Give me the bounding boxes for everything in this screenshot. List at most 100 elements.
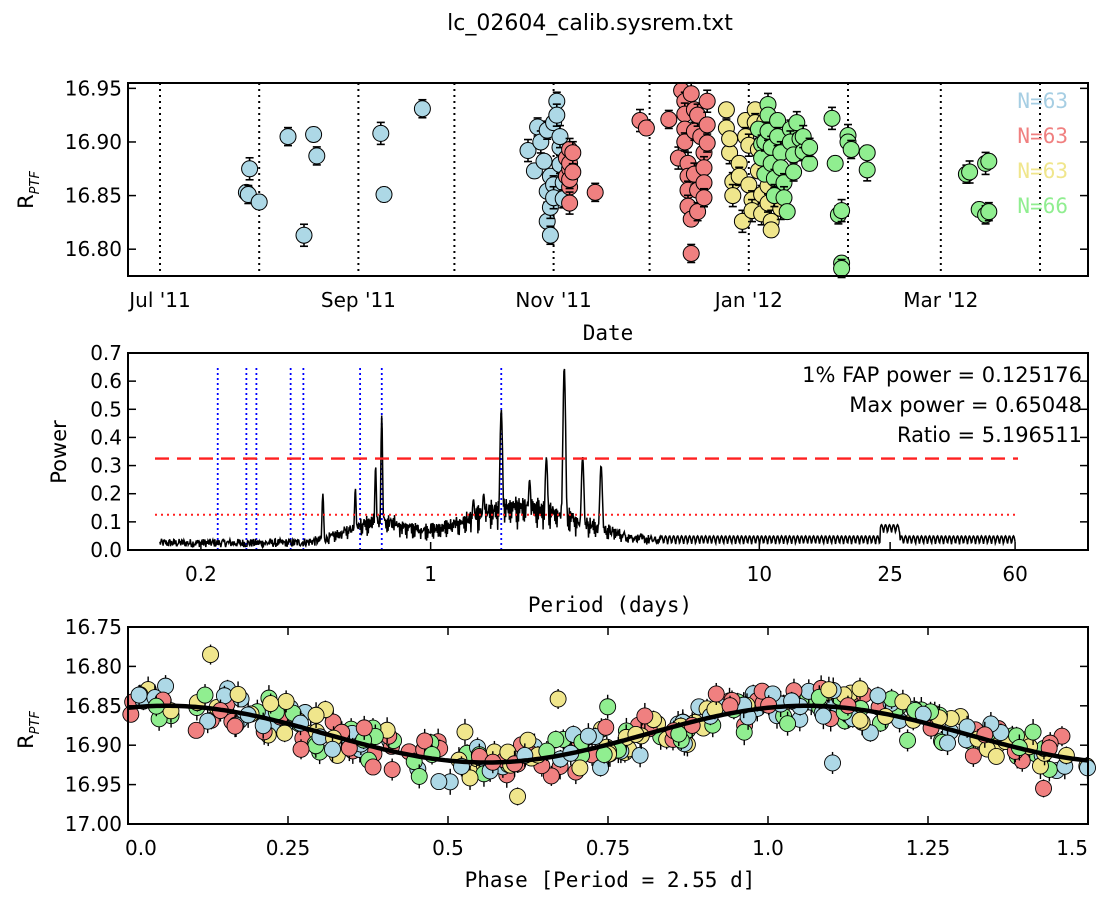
data-point (763, 222, 779, 238)
y-tick-label: 0.3 (90, 454, 122, 478)
data-point (306, 126, 322, 142)
data-point (373, 125, 389, 141)
data-point (870, 688, 886, 704)
data-point (230, 686, 246, 702)
data-point (308, 707, 324, 723)
y-axis-label-main: R (14, 194, 38, 209)
data-point (859, 162, 875, 178)
data-point (565, 164, 581, 180)
data-point (384, 762, 400, 778)
data-point (356, 720, 372, 736)
y-axis-label: RPTF (14, 711, 43, 749)
data-point (776, 190, 792, 206)
x-tick-label: 0.75 (586, 836, 631, 860)
y-tick-label: 16.90 (65, 130, 122, 154)
y-tick-label: 0.7 (90, 341, 122, 365)
data-point (981, 153, 997, 169)
x-tick-label: 0.25 (266, 836, 311, 860)
plot-frame (128, 83, 1088, 276)
data-point (834, 203, 850, 219)
x-tick-label: 0.2 (185, 562, 217, 586)
x-tick-label: 10 (747, 562, 772, 586)
x-tick-label: 1.5 (1056, 836, 1088, 860)
legend-entry: N=63 (1017, 124, 1068, 148)
data-point (188, 722, 204, 738)
data-point (203, 647, 219, 663)
data-point (587, 184, 603, 200)
x-tick-label: 1.25 (906, 836, 951, 860)
data-point (722, 131, 738, 147)
data-point (263, 696, 279, 712)
y-tick-label: 0.0 (90, 538, 122, 562)
data-point (1025, 724, 1041, 740)
data-point (580, 728, 596, 744)
data-point (852, 681, 868, 697)
data-point (988, 748, 1004, 764)
legend-entry: N=63 (1017, 159, 1068, 183)
data-point (565, 145, 581, 161)
data-point (365, 759, 381, 775)
phased-panel: 16.75 16.80 16.85 16.90 16.95 17.000.0 0.25 0.5… (14, 615, 1096, 892)
y-axis-label-sub: PTF (28, 171, 43, 195)
data-point (227, 718, 243, 734)
data-point (600, 699, 616, 715)
data-point (718, 102, 734, 118)
data-point (632, 747, 648, 763)
data-point (296, 227, 312, 243)
data-point (962, 164, 978, 180)
y-tick-label: 0.6 (90, 369, 122, 393)
data-point (277, 725, 293, 741)
data-point (696, 160, 712, 176)
data-point (802, 155, 818, 171)
data-point (802, 139, 818, 155)
data-point (280, 129, 296, 145)
data-point (251, 194, 267, 210)
y-tick-label: 16.95 (65, 76, 122, 100)
x-tick-label: Nov '11 (515, 288, 591, 312)
data-point (821, 682, 837, 698)
y-tick-label: 0.5 (90, 397, 122, 421)
stat-annotation: 1% FAP power = 0.125176 (802, 363, 1082, 387)
y-axis-label-sub: PTF (28, 711, 43, 735)
data-point (376, 187, 392, 203)
data-point (940, 735, 956, 751)
data-point (708, 686, 724, 702)
data-point (780, 716, 796, 732)
y-tick-label: 17.00 (65, 812, 122, 836)
x-tick-label: Sep '11 (321, 288, 396, 312)
data-point (431, 774, 447, 790)
data-point (510, 788, 526, 804)
x-tick-label: Mar '12 (903, 288, 978, 312)
data-point (786, 164, 802, 180)
data-point (278, 693, 294, 709)
stat-annotation: Ratio = 5.196511 (897, 423, 1082, 447)
y-tick-label: 0.2 (90, 482, 122, 506)
data-point (981, 204, 997, 220)
data-point (815, 708, 831, 724)
periodogram-panel: 0.0 0.1 0.2 0.3 0.4 0.5 0.6 0.7 0.2 1 10 25 60 Period… (47, 341, 1088, 617)
x-axis-label: Period (days) (528, 593, 692, 617)
data-point (309, 148, 325, 164)
data-point (242, 161, 258, 177)
data-point (852, 712, 868, 728)
data-point (197, 687, 213, 703)
x-tick-label: Jul '11 (127, 288, 190, 312)
y-axis-label: Power (47, 420, 71, 484)
x-tick-label: 60 (1002, 562, 1027, 586)
x-axis-label: Phase [Period = 2.55 d] (465, 868, 756, 892)
data-point (779, 204, 795, 220)
x-tick-label: 0.5 (432, 836, 464, 860)
data-point (859, 145, 875, 161)
data-point (637, 708, 653, 724)
data-point (699, 117, 715, 133)
data-point (638, 120, 654, 136)
data-point (457, 724, 473, 740)
lightcurve-panel: 16.95 16.90 16.85 16.80 Jul '11 Sep '11 Nov '1… (14, 76, 1088, 345)
data-point (131, 687, 147, 703)
data-point (536, 153, 552, 169)
data-point (324, 741, 340, 757)
x-tick-label: 1 (424, 562, 437, 586)
data-point (542, 227, 558, 243)
y-tick-label: 0.4 (90, 425, 122, 449)
